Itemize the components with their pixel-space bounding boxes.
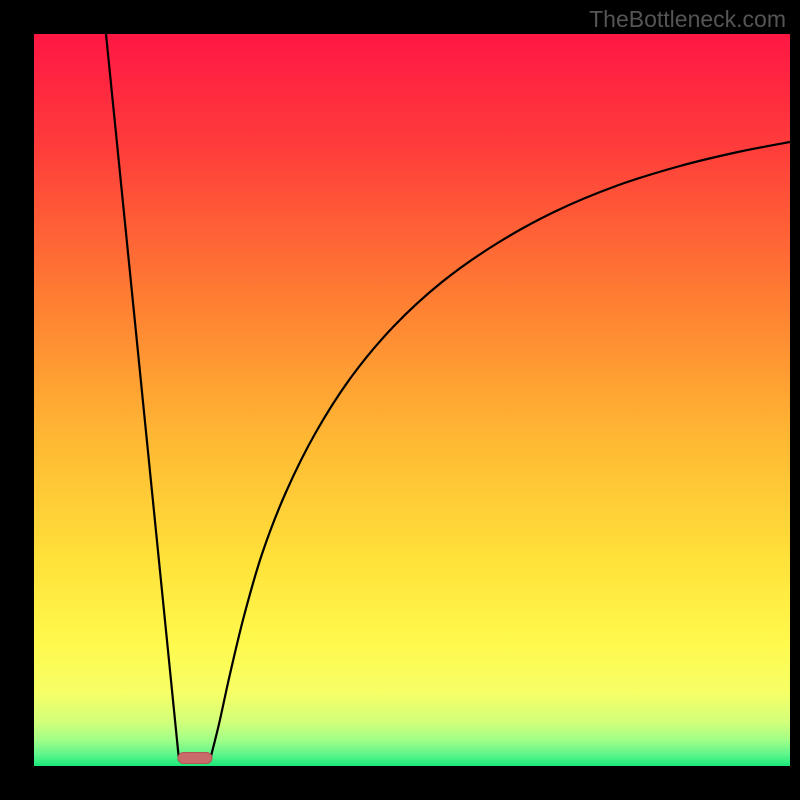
plot-area [34,34,790,766]
watermark-text: TheBottleneck.com [589,6,786,33]
gradient-bg [34,34,790,766]
dip-marker [178,753,212,764]
outer-frame: TheBottleneck.com [0,0,800,800]
plot-svg [34,34,790,766]
